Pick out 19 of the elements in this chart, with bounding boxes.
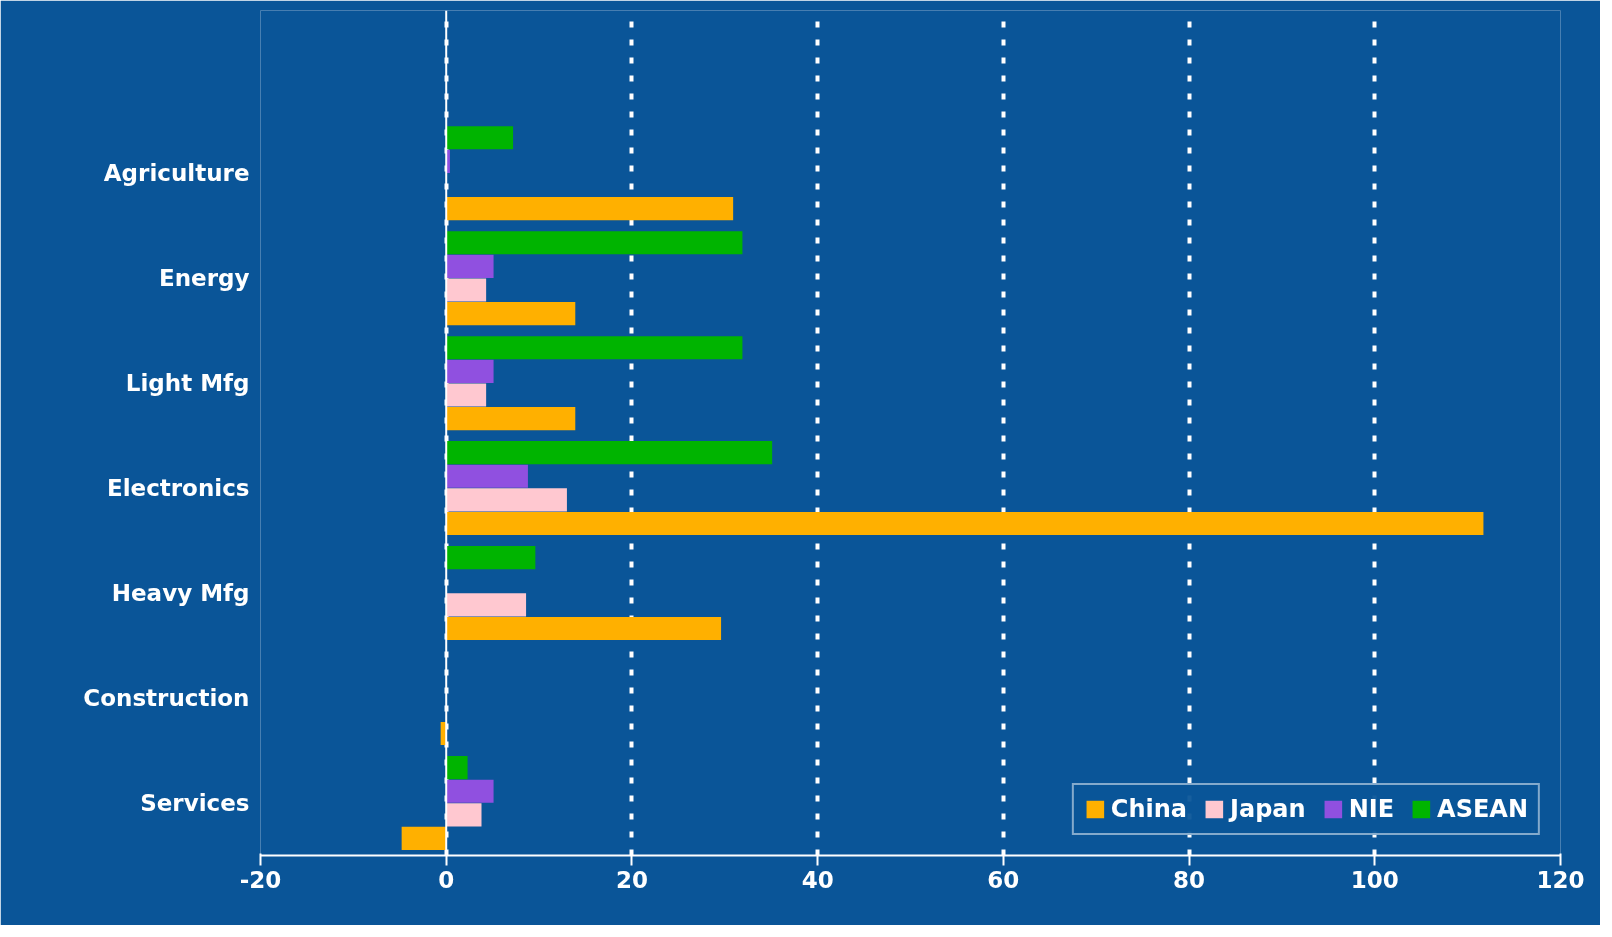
y-tick-label: Services bbox=[140, 790, 250, 817]
x-tick-label: 120 bbox=[1536, 866, 1585, 893]
legend-label: NIE bbox=[1348, 795, 1395, 823]
y-tick-label: Construction bbox=[83, 685, 250, 712]
x-tick-label: 100 bbox=[1350, 866, 1399, 893]
y-tick-label: Electronics bbox=[106, 475, 250, 502]
x-tick-label: 40 bbox=[801, 866, 834, 893]
x-tick-label: -20 bbox=[239, 866, 282, 893]
x-tick-label: 20 bbox=[615, 866, 648, 893]
y-tick-label: Light Mfg bbox=[125, 370, 250, 397]
x-tick-label: 60 bbox=[987, 866, 1020, 893]
y-tick-label: Heavy Mfg bbox=[111, 580, 250, 607]
x-tick-label: 80 bbox=[1173, 866, 1206, 893]
legend-label: Japan bbox=[1230, 795, 1306, 823]
y-tick-label: Energy bbox=[159, 265, 250, 292]
legend-label: ASEAN bbox=[1437, 795, 1528, 823]
x-tick-label: 0 bbox=[438, 866, 455, 893]
y-tick-label: Agriculture bbox=[103, 160, 250, 187]
legend-label: China bbox=[1110, 795, 1188, 823]
